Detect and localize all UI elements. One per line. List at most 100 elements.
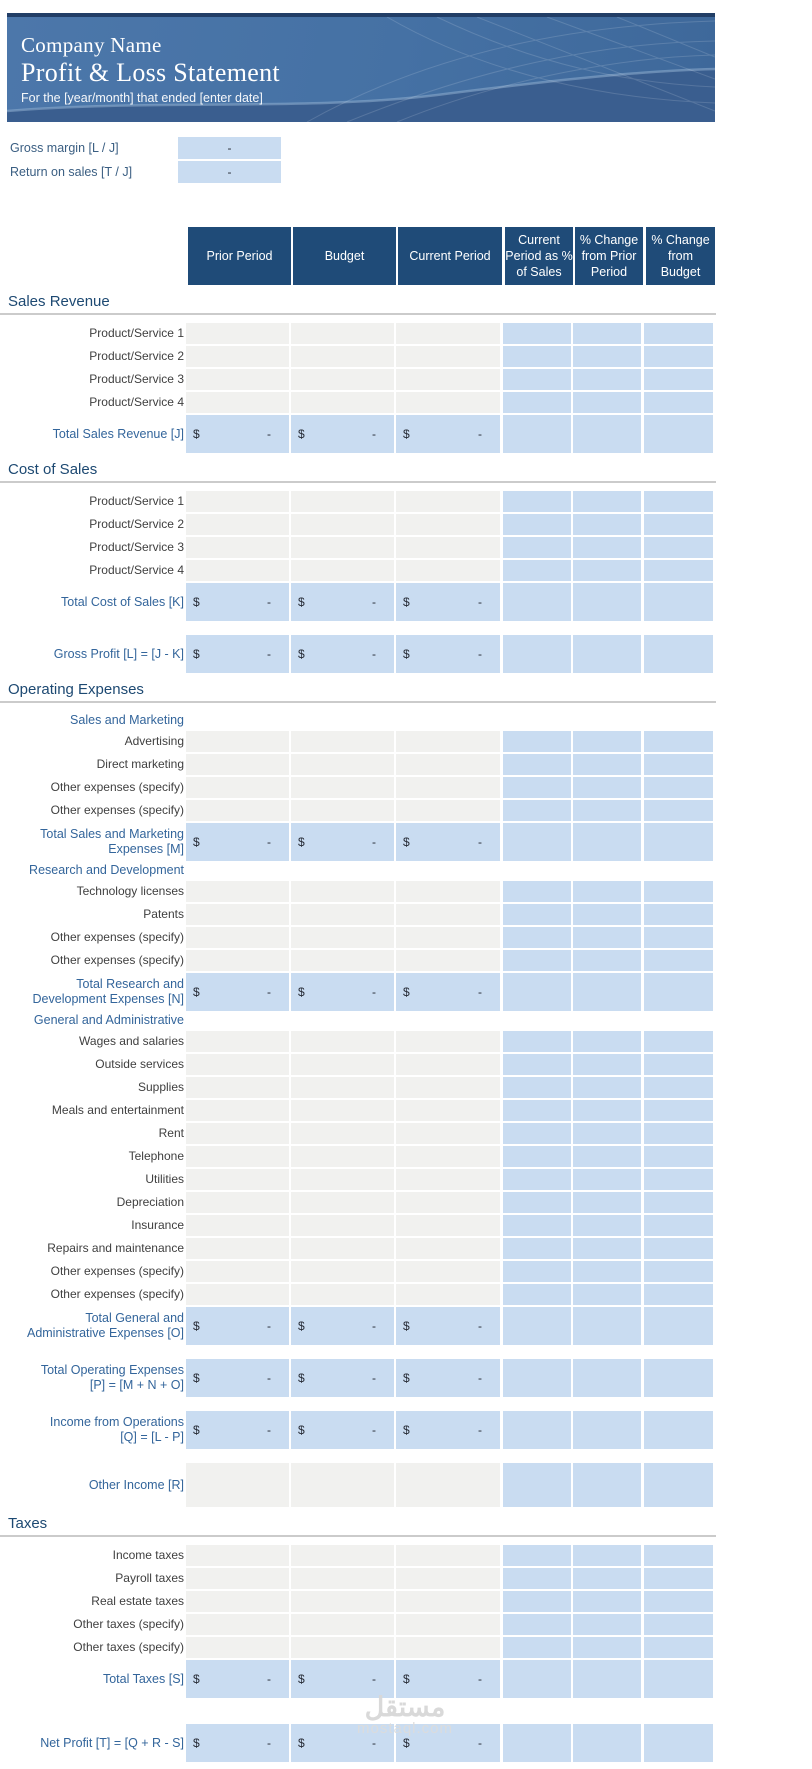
cell-change-from-budget[interactable] xyxy=(644,1261,713,1282)
cell-budget[interactable]: $ - xyxy=(291,1660,394,1698)
cell-change-from-budget[interactable] xyxy=(644,950,713,971)
cell-budget[interactable] xyxy=(291,754,394,775)
cell-current-period-as-of-sales[interactable] xyxy=(503,1307,571,1345)
cell-budget[interactable] xyxy=(291,1545,394,1566)
cell-current-period-as-of-sales[interactable] xyxy=(503,777,571,798)
cell-budget[interactable] xyxy=(291,1463,394,1507)
cell-prior-period[interactable] xyxy=(186,1077,289,1098)
cell-current-period-as-of-sales[interactable] xyxy=(503,514,571,535)
cell-change-from-prior-period[interactable] xyxy=(573,346,641,367)
cell-change-from-prior-period[interactable] xyxy=(573,1100,641,1121)
cell-current-period[interactable] xyxy=(396,731,500,752)
cell-current-period-as-of-sales[interactable] xyxy=(503,1077,571,1098)
cell-current-period-as-of-sales[interactable] xyxy=(503,731,571,752)
cell-budget[interactable] xyxy=(291,1614,394,1635)
cell-change-from-budget[interactable] xyxy=(644,323,713,344)
cell-budget[interactable] xyxy=(291,904,394,925)
cell-change-from-prior-period[interactable] xyxy=(573,1215,641,1236)
cell-current-period-as-of-sales[interactable] xyxy=(503,1359,571,1397)
cell-change-from-prior-period[interactable] xyxy=(573,537,641,558)
cell-change-from-budget[interactable] xyxy=(644,491,713,512)
cell-prior-period[interactable] xyxy=(186,800,289,821)
cell-budget[interactable] xyxy=(291,537,394,558)
cell-current-period[interactable] xyxy=(396,392,500,413)
cell-change-from-prior-period[interactable] xyxy=(573,1545,641,1566)
cell-prior-period[interactable]: $ - xyxy=(186,1660,289,1698)
cell-prior-period[interactable] xyxy=(186,514,289,535)
cell-budget[interactable] xyxy=(291,1192,394,1213)
cell-current-period[interactable] xyxy=(396,1215,500,1236)
cell-budget[interactable] xyxy=(291,1077,394,1098)
cell-current-period-as-of-sales[interactable] xyxy=(503,927,571,948)
cell-current-period[interactable] xyxy=(396,1054,500,1075)
cell-current-period[interactable] xyxy=(396,1077,500,1098)
cell-change-from-prior-period[interactable] xyxy=(573,950,641,971)
cell-budget[interactable] xyxy=(291,1169,394,1190)
cell-change-from-prior-period[interactable] xyxy=(573,1031,641,1052)
cell-budget[interactable] xyxy=(291,927,394,948)
cell-budget[interactable]: $ - xyxy=(291,583,394,621)
cell-prior-period[interactable] xyxy=(186,491,289,512)
cell-change-from-budget[interactable] xyxy=(644,731,713,752)
cell-change-from-prior-period[interactable] xyxy=(573,1238,641,1259)
cell-current-period[interactable] xyxy=(396,754,500,775)
cell-budget[interactable] xyxy=(291,1568,394,1589)
cell-change-from-prior-period[interactable] xyxy=(573,731,641,752)
cell-prior-period[interactable] xyxy=(186,1238,289,1259)
cell-budget[interactable] xyxy=(291,1215,394,1236)
cell-current-period-as-of-sales[interactable] xyxy=(503,1031,571,1052)
cell-prior-period[interactable] xyxy=(186,369,289,390)
cell-change-from-prior-period[interactable] xyxy=(573,415,641,453)
cell-prior-period[interactable]: $ - xyxy=(186,1359,289,1397)
cell-current-period-as-of-sales[interactable] xyxy=(503,881,571,902)
cell-prior-period[interactable] xyxy=(186,1192,289,1213)
cell-change-from-budget[interactable] xyxy=(644,537,713,558)
cell-current-period-as-of-sales[interactable] xyxy=(503,1411,571,1449)
cell-budget[interactable] xyxy=(291,1031,394,1052)
cell-change-from-prior-period[interactable] xyxy=(573,635,641,673)
cell-current-period-as-of-sales[interactable] xyxy=(503,415,571,453)
cell-prior-period[interactable] xyxy=(186,1463,289,1507)
cell-current-period-as-of-sales[interactable] xyxy=(503,1054,571,1075)
cell-current-period[interactable] xyxy=(396,369,500,390)
cell-change-from-budget[interactable] xyxy=(644,1192,713,1213)
cell-change-from-budget[interactable] xyxy=(644,1031,713,1052)
cell-change-from-prior-period[interactable] xyxy=(573,1261,641,1282)
gross-margin-cell[interactable]: - xyxy=(178,137,281,159)
cell-current-period-as-of-sales[interactable] xyxy=(503,560,571,581)
cell-change-from-budget[interactable] xyxy=(644,369,713,390)
cell-current-period[interactable]: $ - xyxy=(396,823,500,861)
cell-change-from-budget[interactable] xyxy=(644,800,713,821)
cell-change-from-budget[interactable] xyxy=(644,777,713,798)
cell-prior-period[interactable] xyxy=(186,1031,289,1052)
cell-change-from-prior-period[interactable] xyxy=(573,1284,641,1305)
cell-budget[interactable] xyxy=(291,1100,394,1121)
cell-current-period[interactable] xyxy=(396,1614,500,1635)
cell-change-from-budget[interactable] xyxy=(644,1215,713,1236)
cell-current-period-as-of-sales[interactable] xyxy=(503,904,571,925)
cell-prior-period[interactable] xyxy=(186,1100,289,1121)
cell-budget[interactable] xyxy=(291,1284,394,1305)
cell-change-from-prior-period[interactable] xyxy=(573,754,641,775)
cell-current-period-as-of-sales[interactable] xyxy=(503,1123,571,1144)
cell-change-from-prior-period[interactable] xyxy=(573,514,641,535)
cell-current-period-as-of-sales[interactable] xyxy=(503,1591,571,1612)
cell-change-from-budget[interactable] xyxy=(644,1359,713,1397)
cell-current-period-as-of-sales[interactable] xyxy=(503,1192,571,1213)
cell-change-from-prior-period[interactable] xyxy=(573,973,641,1011)
cell-change-from-prior-period[interactable] xyxy=(573,1307,641,1345)
cell-change-from-budget[interactable] xyxy=(644,823,713,861)
cell-current-period-as-of-sales[interactable] xyxy=(503,1146,571,1167)
cell-budget[interactable] xyxy=(291,1238,394,1259)
cell-current-period[interactable]: $ - xyxy=(396,1359,500,1397)
cell-change-from-budget[interactable] xyxy=(644,583,713,621)
cell-budget[interactable] xyxy=(291,1123,394,1144)
cell-current-period[interactable] xyxy=(396,950,500,971)
cell-prior-period[interactable]: $ - xyxy=(186,1411,289,1449)
cell-change-from-budget[interactable] xyxy=(644,1545,713,1566)
cell-change-from-prior-period[interactable] xyxy=(573,1359,641,1397)
cell-current-period[interactable] xyxy=(396,1545,500,1566)
cell-current-period-as-of-sales[interactable] xyxy=(503,537,571,558)
cell-budget[interactable] xyxy=(291,800,394,821)
cell-prior-period[interactable] xyxy=(186,1123,289,1144)
